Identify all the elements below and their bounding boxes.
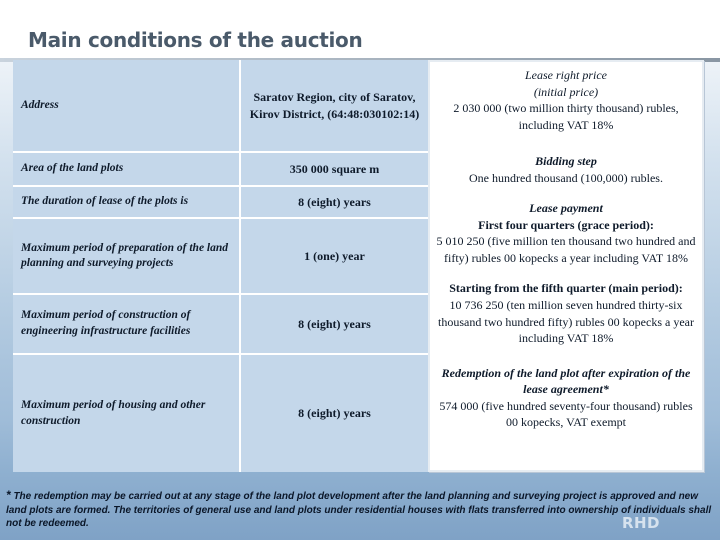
row-value-area: 350 000 square m bbox=[241, 153, 428, 185]
lease-price-subheading: (initial price) bbox=[533, 84, 599, 99]
row-label-housing-period: Maximum period of housing and other cons… bbox=[13, 355, 239, 472]
row-value-infrastructure-period: 8 (eight) years bbox=[241, 294, 428, 354]
row-label-address: Address bbox=[13, 60, 239, 152]
lease-price-text: 2 030 000 (two million thirty thousand) … bbox=[453, 101, 679, 132]
row-value-lease-duration: 8 (eight) years bbox=[241, 186, 428, 218]
redemption-text: 574 000 (five hundred seventy-four thous… bbox=[439, 398, 693, 430]
lease-price-block: Lease right price (initial price) 2 030 … bbox=[433, 67, 699, 133]
row-value-housing-period: 8 (eight) years bbox=[241, 355, 428, 472]
first-period-text: 5 010 250 (five million ten thousand two… bbox=[436, 234, 696, 265]
lease-payment-heading: Lease payment bbox=[529, 201, 603, 216]
table-row: Area of the land plots 350 000 square m bbox=[13, 153, 428, 185]
row-label-planning-period: Maximum period of preparation of the lan… bbox=[13, 219, 239, 293]
bidding-step-text: One hundred thousand (100,000) rubles. bbox=[469, 170, 663, 185]
table-row: Address Saratov Region, city of Saratov,… bbox=[13, 60, 428, 152]
row-value-address: Saratov Region, city of Saratov, Kirov D… bbox=[241, 60, 428, 152]
table-row: The duration of lease of the plots is 8 … bbox=[13, 186, 428, 218]
row-label-area: Area of the land plots bbox=[13, 153, 239, 185]
main-period-block: Starting from the fifth quarter (main pe… bbox=[433, 280, 699, 346]
table-row: Maximum period of housing and other cons… bbox=[13, 355, 428, 472]
first-period-heading: First four quarters (grace period): bbox=[478, 217, 654, 232]
redemption-block: Redemption of the land plot after expira… bbox=[433, 365, 699, 431]
redemption-heading: Redemption of the land plot after expira… bbox=[441, 365, 691, 397]
main-period-text: 10 736 250 (ten million seven hundred th… bbox=[438, 298, 694, 346]
bidding-step-heading: Bidding step bbox=[535, 154, 597, 169]
main-period-heading: Starting from the fifth quarter (main pe… bbox=[449, 281, 683, 296]
footnote-asterisk: * bbox=[6, 488, 11, 502]
row-label-lease-duration: The duration of lease of the plots is bbox=[13, 186, 239, 218]
lease-price-heading: Lease right price bbox=[525, 68, 607, 82]
conditions-table: Address Saratov Region, city of Saratov,… bbox=[13, 60, 428, 472]
footnote-text: The redemption may be carried out at any… bbox=[6, 491, 712, 529]
rhd-logo: RHD bbox=[621, 514, 660, 532]
lease-payment-block: Lease payment First four quarters (grace… bbox=[433, 200, 699, 266]
table-row: Maximum period of construction of engine… bbox=[13, 294, 428, 354]
table-row: Maximum period of preparation of the lan… bbox=[13, 219, 428, 293]
row-value-planning-period: 1 (one) year bbox=[241, 219, 428, 293]
pricing-panel: Lease right price (initial price) 2 030 … bbox=[428, 60, 704, 472]
row-label-infrastructure-period: Maximum period of construction of engine… bbox=[13, 294, 239, 354]
footnote: * The redemption may be carried out at a… bbox=[6, 488, 714, 530]
bidding-step-block: Bidding step One hundred thousand (100,0… bbox=[433, 153, 699, 186]
page-title: Main conditions of the auction bbox=[28, 28, 363, 52]
